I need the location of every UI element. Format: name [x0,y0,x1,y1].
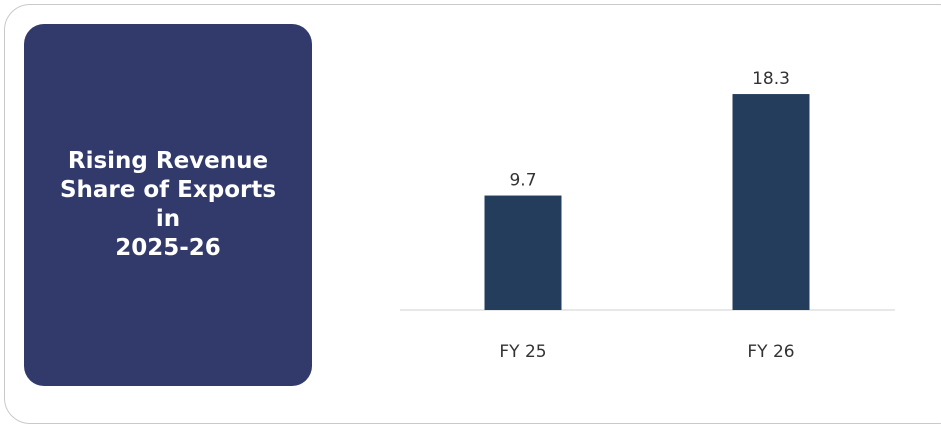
x-tick-label: FY 26 [747,342,794,362]
data-label: 9.7 [509,171,536,191]
bar-chart: 9.7 FY 25 18.3 FY 26 [400,69,895,362]
title-panel: Rising Revenue Share of Exports in 2025-… [24,24,312,386]
title-line-3: in [155,206,181,232]
title-line-4: 2025-26 [115,235,221,261]
bar-fy-26 [732,94,810,310]
title-line-1: Rising Revenue [67,148,269,174]
bar-fy-25 [484,195,562,310]
title-line-2: Share of Exports [59,177,277,203]
chart-title: Rising Revenue Share of Exports in 2025-… [43,147,293,263]
data-label: 18.3 [752,69,790,89]
x-tick-label: FY 25 [499,342,546,362]
